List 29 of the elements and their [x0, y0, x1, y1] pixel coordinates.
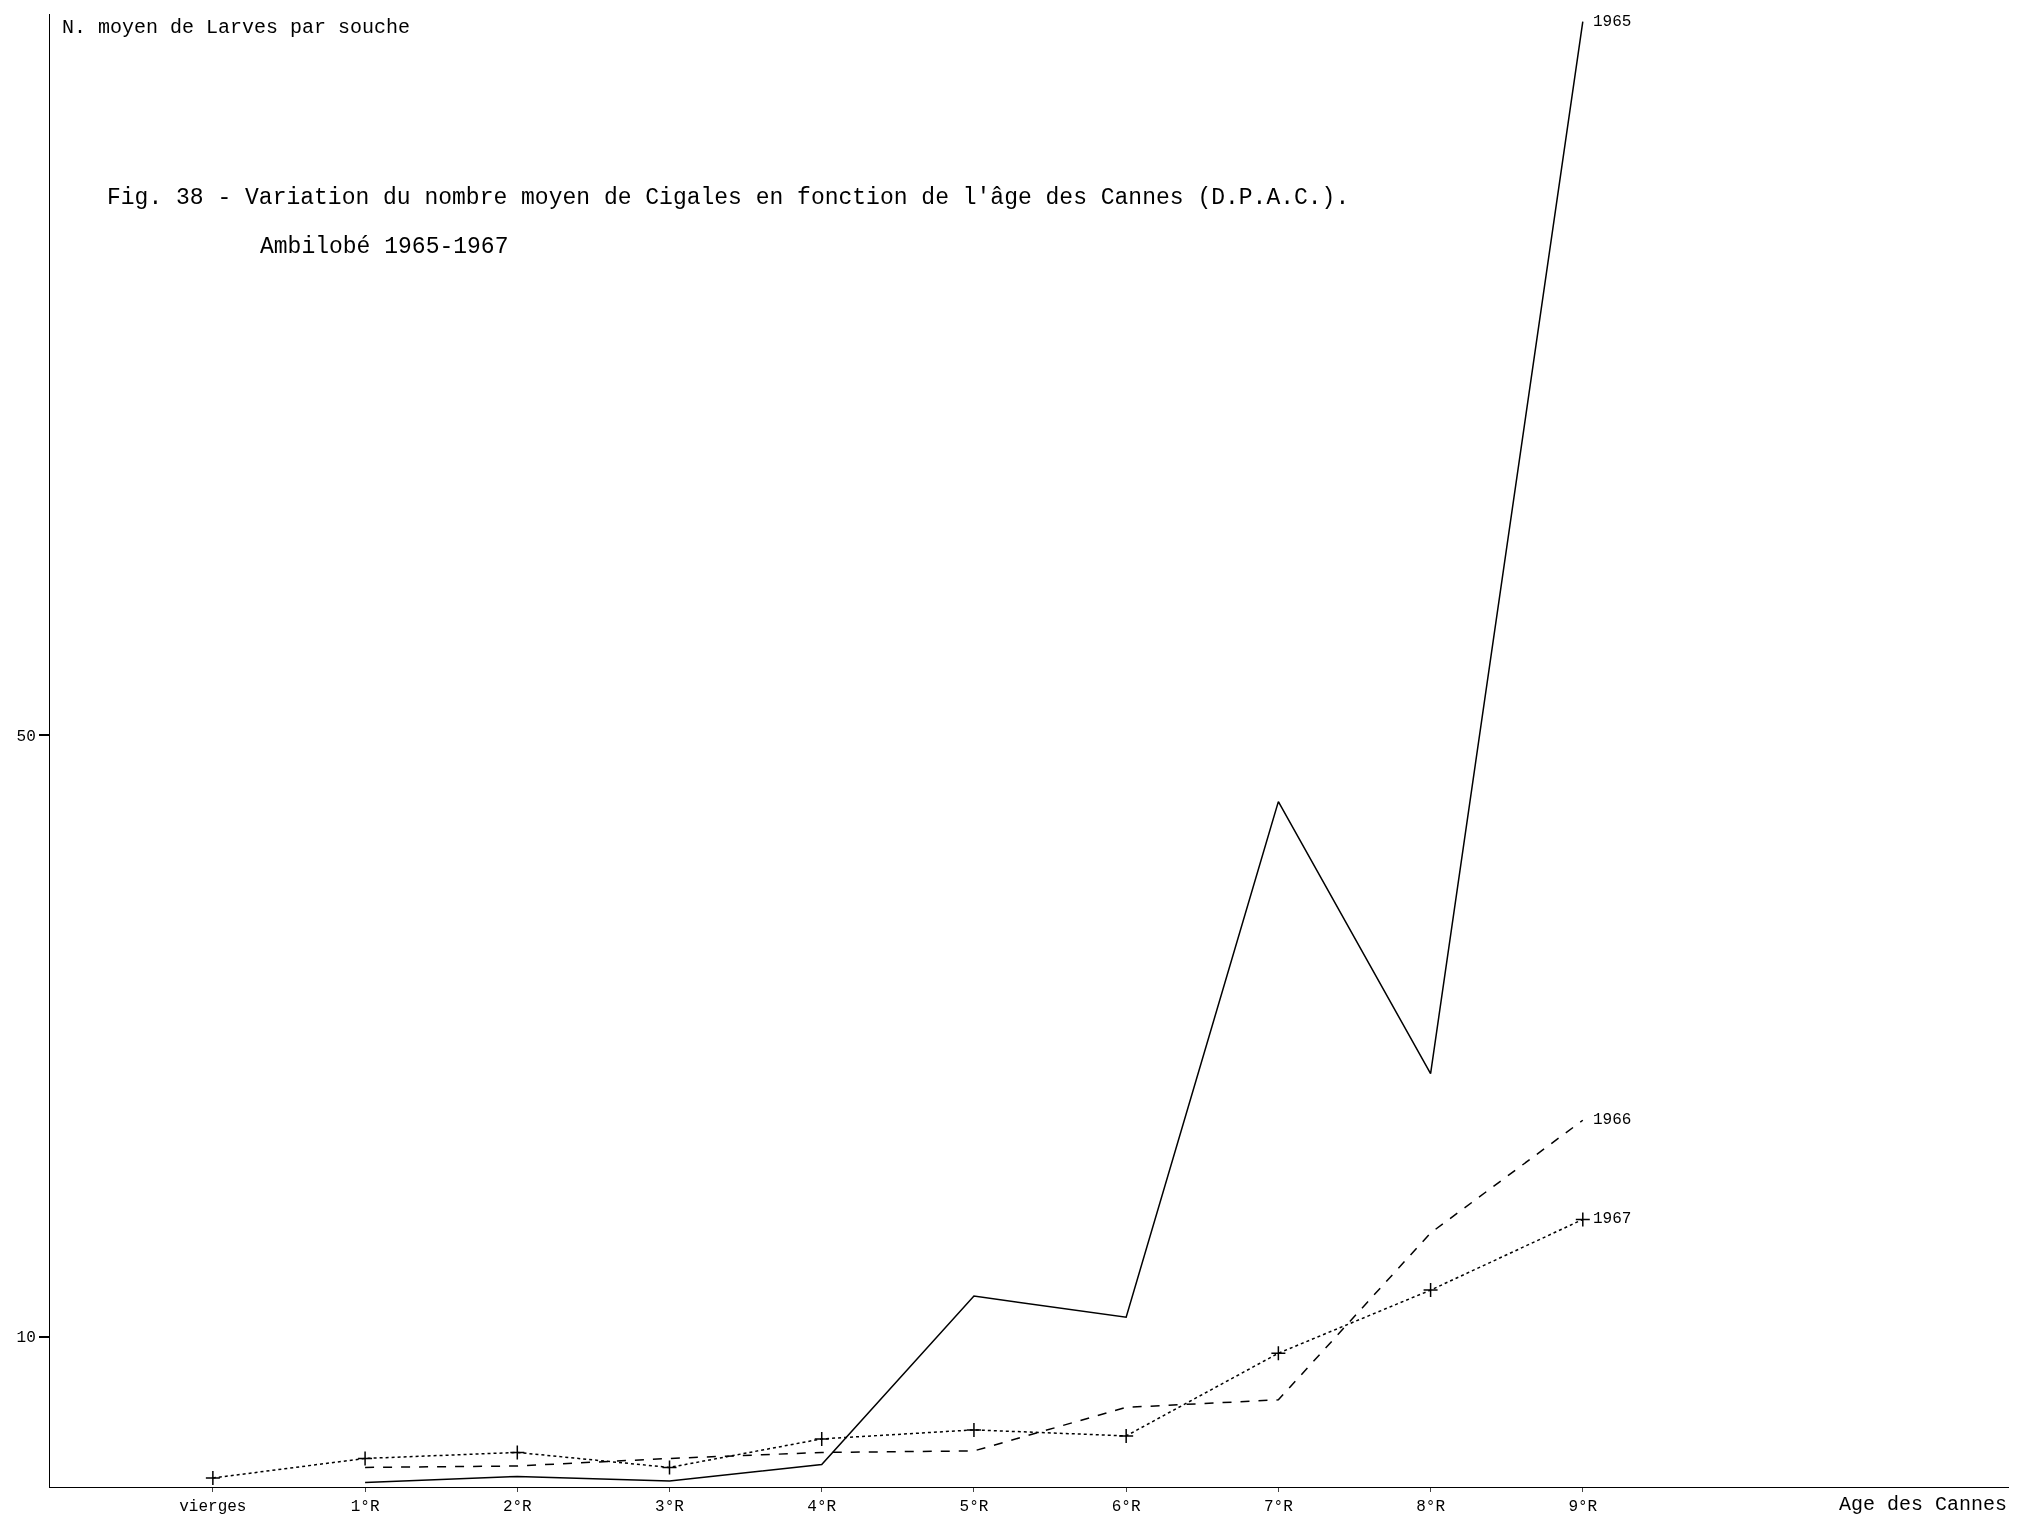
x-tick-label: 7°R	[1263, 1498, 1294, 1517]
point	[966, 1422, 982, 1438]
text: Ambilobé 1965-1967	[260, 234, 509, 260]
x-tick-label: 5°R	[959, 1498, 989, 1517]
point	[661, 1459, 678, 1476]
point	[1575, 1211, 1591, 1228]
x-tick-label: 8°R	[1416, 1498, 1446, 1517]
x-tick-label: 2°R	[502, 1498, 533, 1517]
y-tick-label: 50	[16, 728, 36, 747]
x-tick-label: 4°R	[807, 1498, 837, 1517]
x-tick-label: vierges	[179, 1498, 247, 1517]
series-label: 1965	[1593, 13, 1632, 31]
point	[205, 1470, 221, 1486]
point	[1422, 1282, 1439, 1298]
y-tick-label: 10	[16, 1329, 36, 1348]
y-axis-title: N. moyen de Larves par souche	[62, 16, 411, 39]
series-label: 1966	[1593, 1111, 1632, 1129]
x-tick-label: 6°R	[1111, 1498, 1141, 1517]
point	[1270, 1345, 1287, 1361]
point	[1118, 1428, 1134, 1444]
text: Fig. 38 - Variation du nombre moyen de Cigales en fonction de l'âge des Cannes (D.P.A.C.).	[107, 185, 1350, 211]
x-tick-label: 1°R	[350, 1498, 380, 1517]
point	[509, 1444, 526, 1461]
x-tick-label: 3°R	[655, 1498, 685, 1517]
point	[357, 1450, 373, 1467]
x-tick-label: 9°R	[1568, 1498, 1598, 1517]
text: Age des Cannes	[1839, 1493, 2008, 1516]
point	[813, 1431, 830, 1447]
series-label: 1967	[1593, 1210, 1632, 1228]
